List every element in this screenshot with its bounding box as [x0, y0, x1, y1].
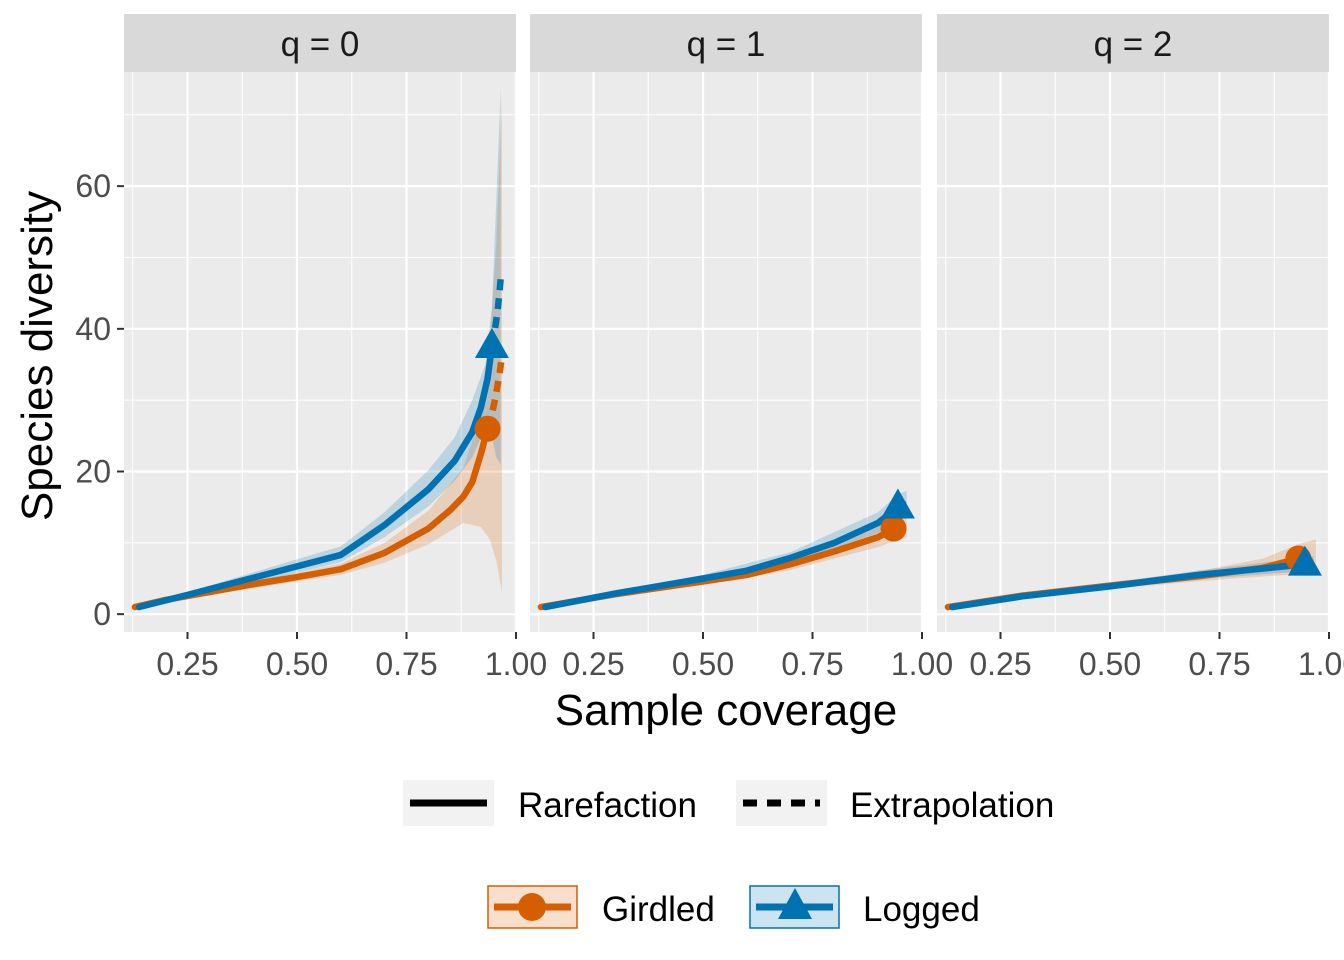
extrapolation-line-logged	[488, 278, 504, 348]
y-tick-label: 60	[75, 168, 111, 204]
x-tick-label: 0.25	[156, 646, 218, 682]
observed-point-logged	[1287, 545, 1322, 576]
y-tick-label: 0	[93, 596, 111, 632]
observed-point-logged	[880, 488, 915, 519]
facet-strip-label: q = 1	[687, 25, 766, 64]
facet-panel-2: q = 2 0.25 0.50 0.75 1.00	[937, 14, 1344, 682]
x-tick-label: 1.00	[1298, 646, 1344, 682]
x-axis-title: Sample coverage	[555, 686, 897, 735]
x-tick-label: 0.25	[969, 646, 1031, 682]
rarefaction-line-logged	[949, 560, 1309, 611]
panel-data	[944, 539, 1322, 611]
facet-strip-label: q = 0	[281, 25, 360, 64]
x-tick-label: 0.25	[562, 646, 624, 682]
rarefaction-line-logged	[542, 503, 902, 611]
panel-background	[937, 72, 1329, 632]
panel-data	[537, 488, 915, 611]
legend-rarefaction-label: Rarefaction	[518, 786, 697, 825]
facet-strip-label: q = 2	[1094, 25, 1173, 64]
x-tick-label: 0.75	[781, 646, 843, 682]
facet-strip	[124, 14, 516, 72]
observed-point-girdled	[474, 415, 501, 442]
panel-background	[124, 72, 516, 632]
rarefaction-line-girdled	[131, 425, 491, 611]
x-tick-label: 0.75	[375, 646, 437, 682]
legend-logged-marker	[778, 888, 812, 919]
legend-line-types: Rarefaction Extrapolation	[403, 780, 1054, 826]
x-tick-label: 0.50	[672, 646, 734, 682]
y-tick-label: 40	[75, 311, 111, 347]
x-tick-label: 1.00	[485, 646, 547, 682]
y-axis-title: Species diversity	[13, 191, 62, 521]
observed-point-logged	[474, 328, 509, 359]
legend-girdled-label: Girdled	[602, 890, 715, 929]
observed-point-girdled	[880, 515, 907, 542]
x-tick-label: 1.00	[891, 646, 953, 682]
legend-groups: Girdled Logged	[487, 885, 980, 929]
legend-extrapolation-label: Extrapolation	[850, 786, 1054, 825]
facet-panel-1: q = 1 0.25 0.50 0.75 1.00	[530, 14, 953, 682]
panel-background	[530, 72, 922, 632]
panel-data	[131, 86, 509, 611]
facet-strip	[937, 14, 1329, 72]
facet-panel-0: q = 0 0.25 0.50 0.75 1.00 0 20 40 60	[75, 14, 547, 682]
x-tick-label: 0.50	[1079, 646, 1141, 682]
y-tick-label: 20	[75, 453, 111, 489]
legend-logged-label: Logged	[863, 890, 980, 929]
x-tick-label: 0.75	[1188, 646, 1250, 682]
rarefaction-line-logged	[136, 343, 496, 611]
x-tick-label: 0.50	[266, 646, 328, 682]
facet-strip	[530, 14, 922, 72]
legend-girdled-marker	[518, 893, 546, 921]
ci-band-girdled	[540, 505, 907, 609]
